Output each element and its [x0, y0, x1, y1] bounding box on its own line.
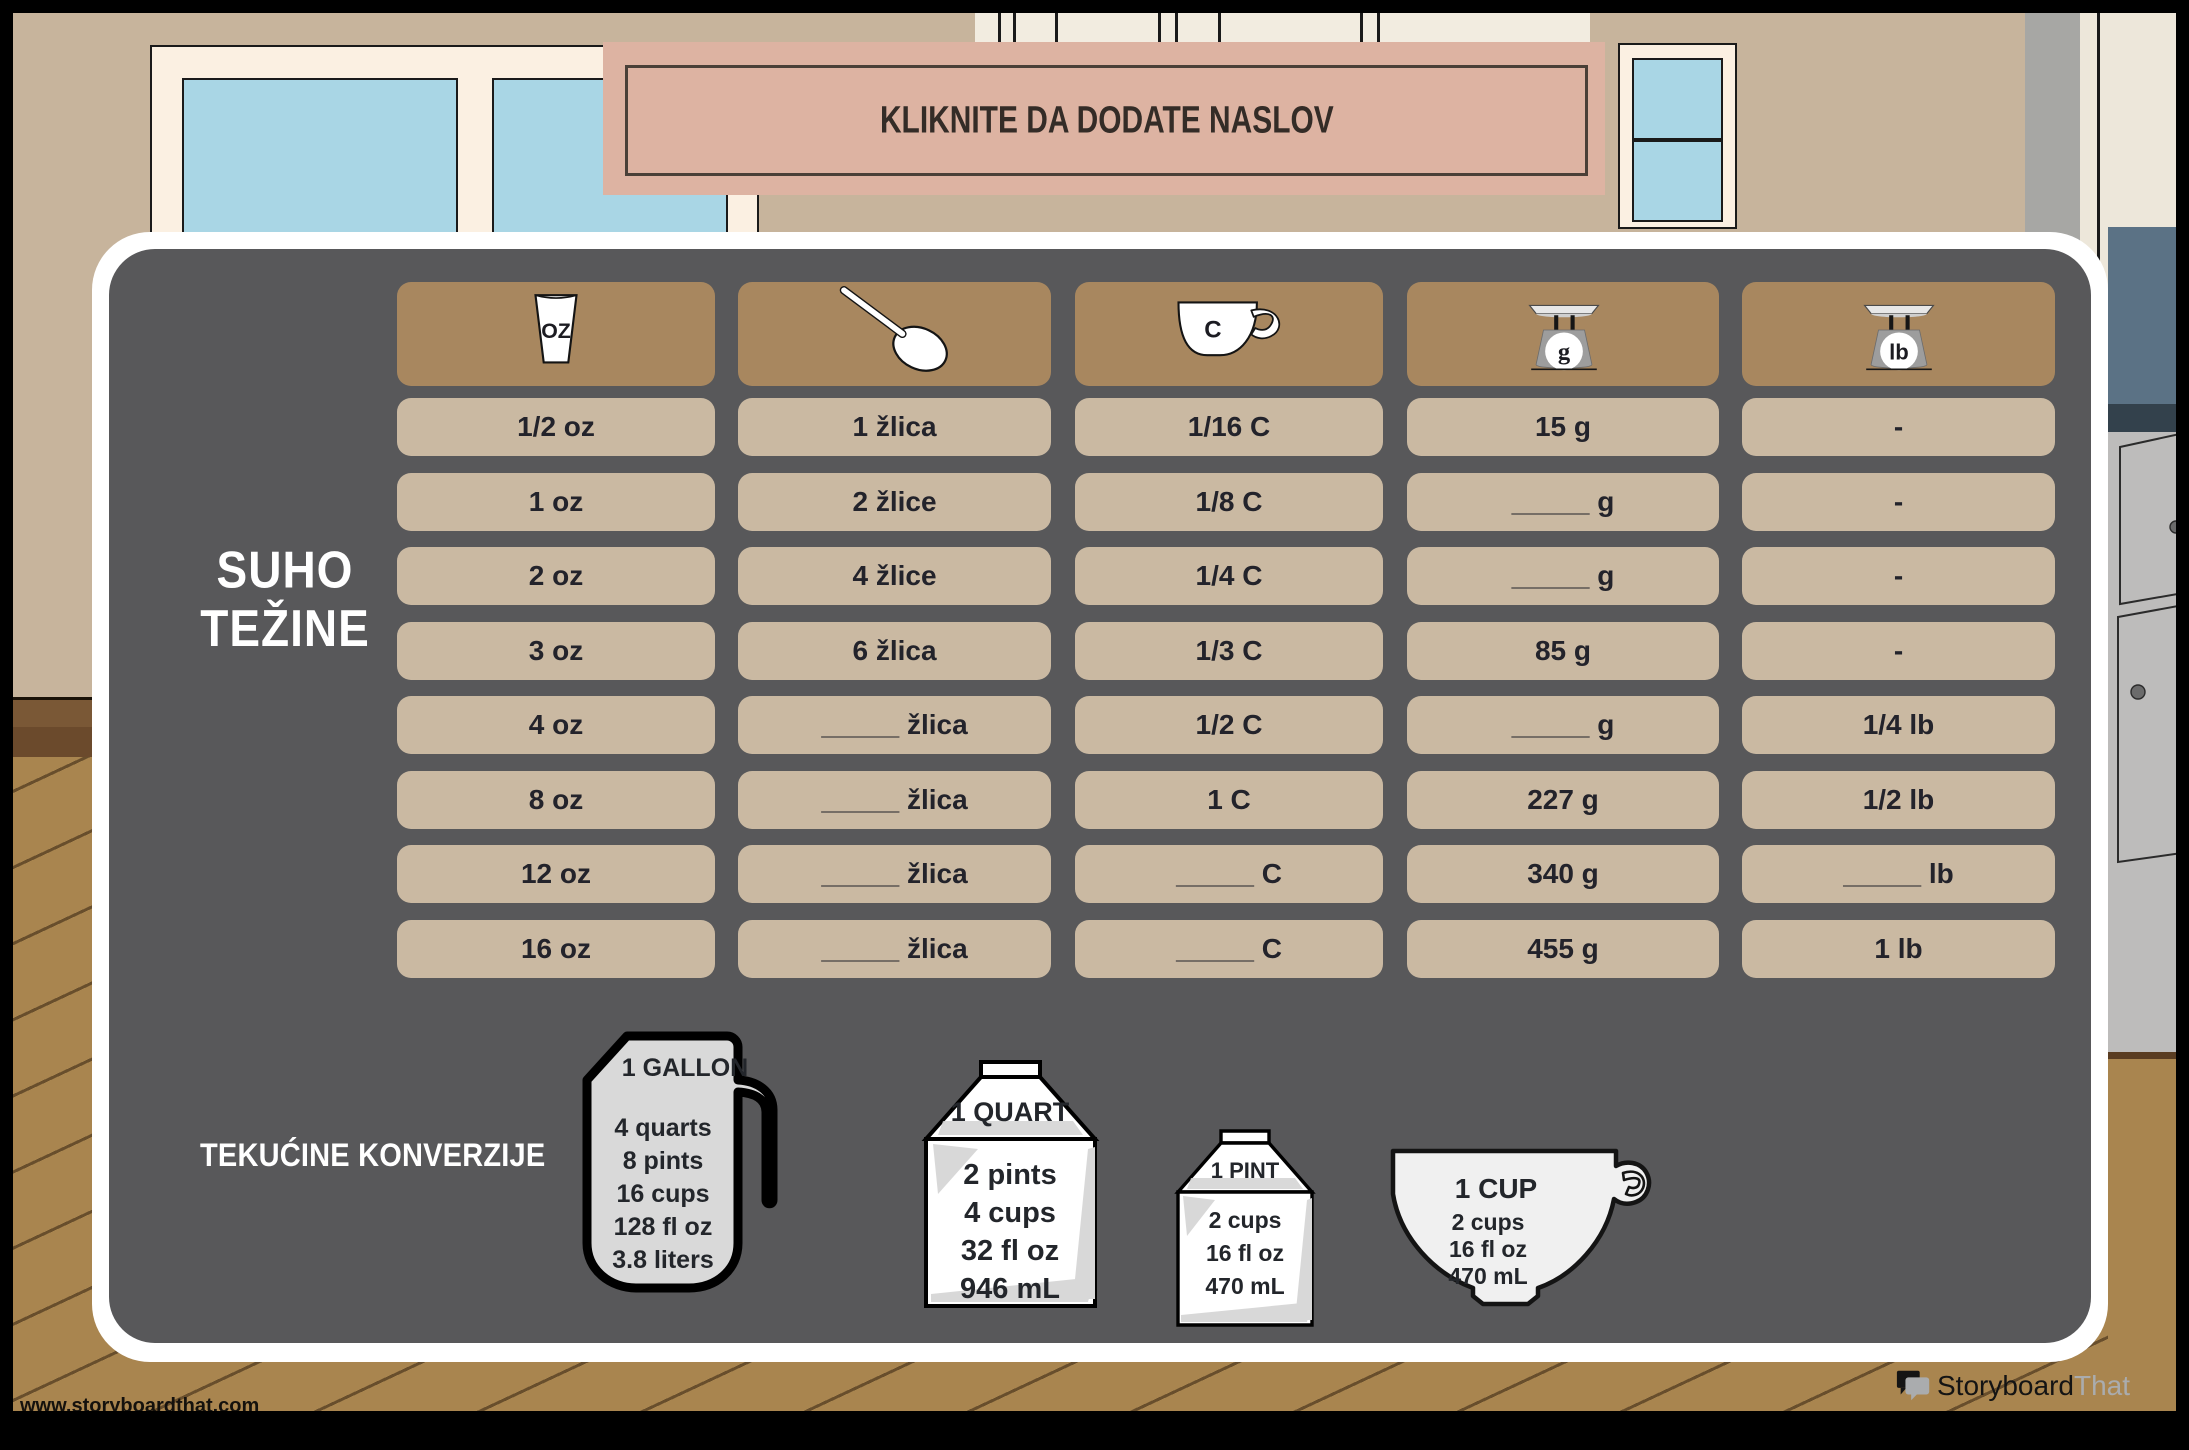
svg-text:32 fl oz: 32 fl oz — [961, 1235, 1059, 1267]
svg-text:128 fl oz: 128 fl oz — [614, 1213, 713, 1241]
svg-text:1 GALLON: 1 GALLON — [622, 1054, 748, 1082]
svg-text:3.8 liters: 3.8 liters — [612, 1246, 713, 1274]
svg-text:1 PINT: 1 PINT — [1211, 1158, 1280, 1183]
svg-text:OZ: OZ — [541, 319, 571, 343]
svg-text:4 quarts: 4 quarts — [614, 1114, 711, 1142]
svg-text:2 cups: 2 cups — [1209, 1207, 1282, 1233]
svg-text:16 fl oz: 16 fl oz — [1206, 1240, 1284, 1266]
svg-text:1 CUP: 1 CUP — [1455, 1173, 1537, 1204]
svg-text:16 cups: 16 cups — [616, 1180, 709, 1208]
svg-text:2 cups: 2 cups — [1452, 1209, 1525, 1235]
svg-text:470 mL: 470 mL — [1448, 1263, 1527, 1289]
svg-text:C: C — [1204, 317, 1221, 344]
svg-text:2 pints: 2 pints — [963, 1159, 1056, 1191]
svg-text:lb: lb — [1889, 340, 1909, 365]
svg-text:946 mL: 946 mL — [960, 1273, 1060, 1305]
svg-text:470 mL: 470 mL — [1205, 1273, 1284, 1299]
svg-text:g: g — [1558, 339, 1571, 366]
svg-text:8 pints: 8 pints — [623, 1147, 704, 1175]
svg-text:1 QUART: 1 QUART — [951, 1097, 1070, 1127]
svg-text:4 cups: 4 cups — [964, 1197, 1056, 1229]
svg-text:16 fl oz: 16 fl oz — [1449, 1236, 1527, 1262]
